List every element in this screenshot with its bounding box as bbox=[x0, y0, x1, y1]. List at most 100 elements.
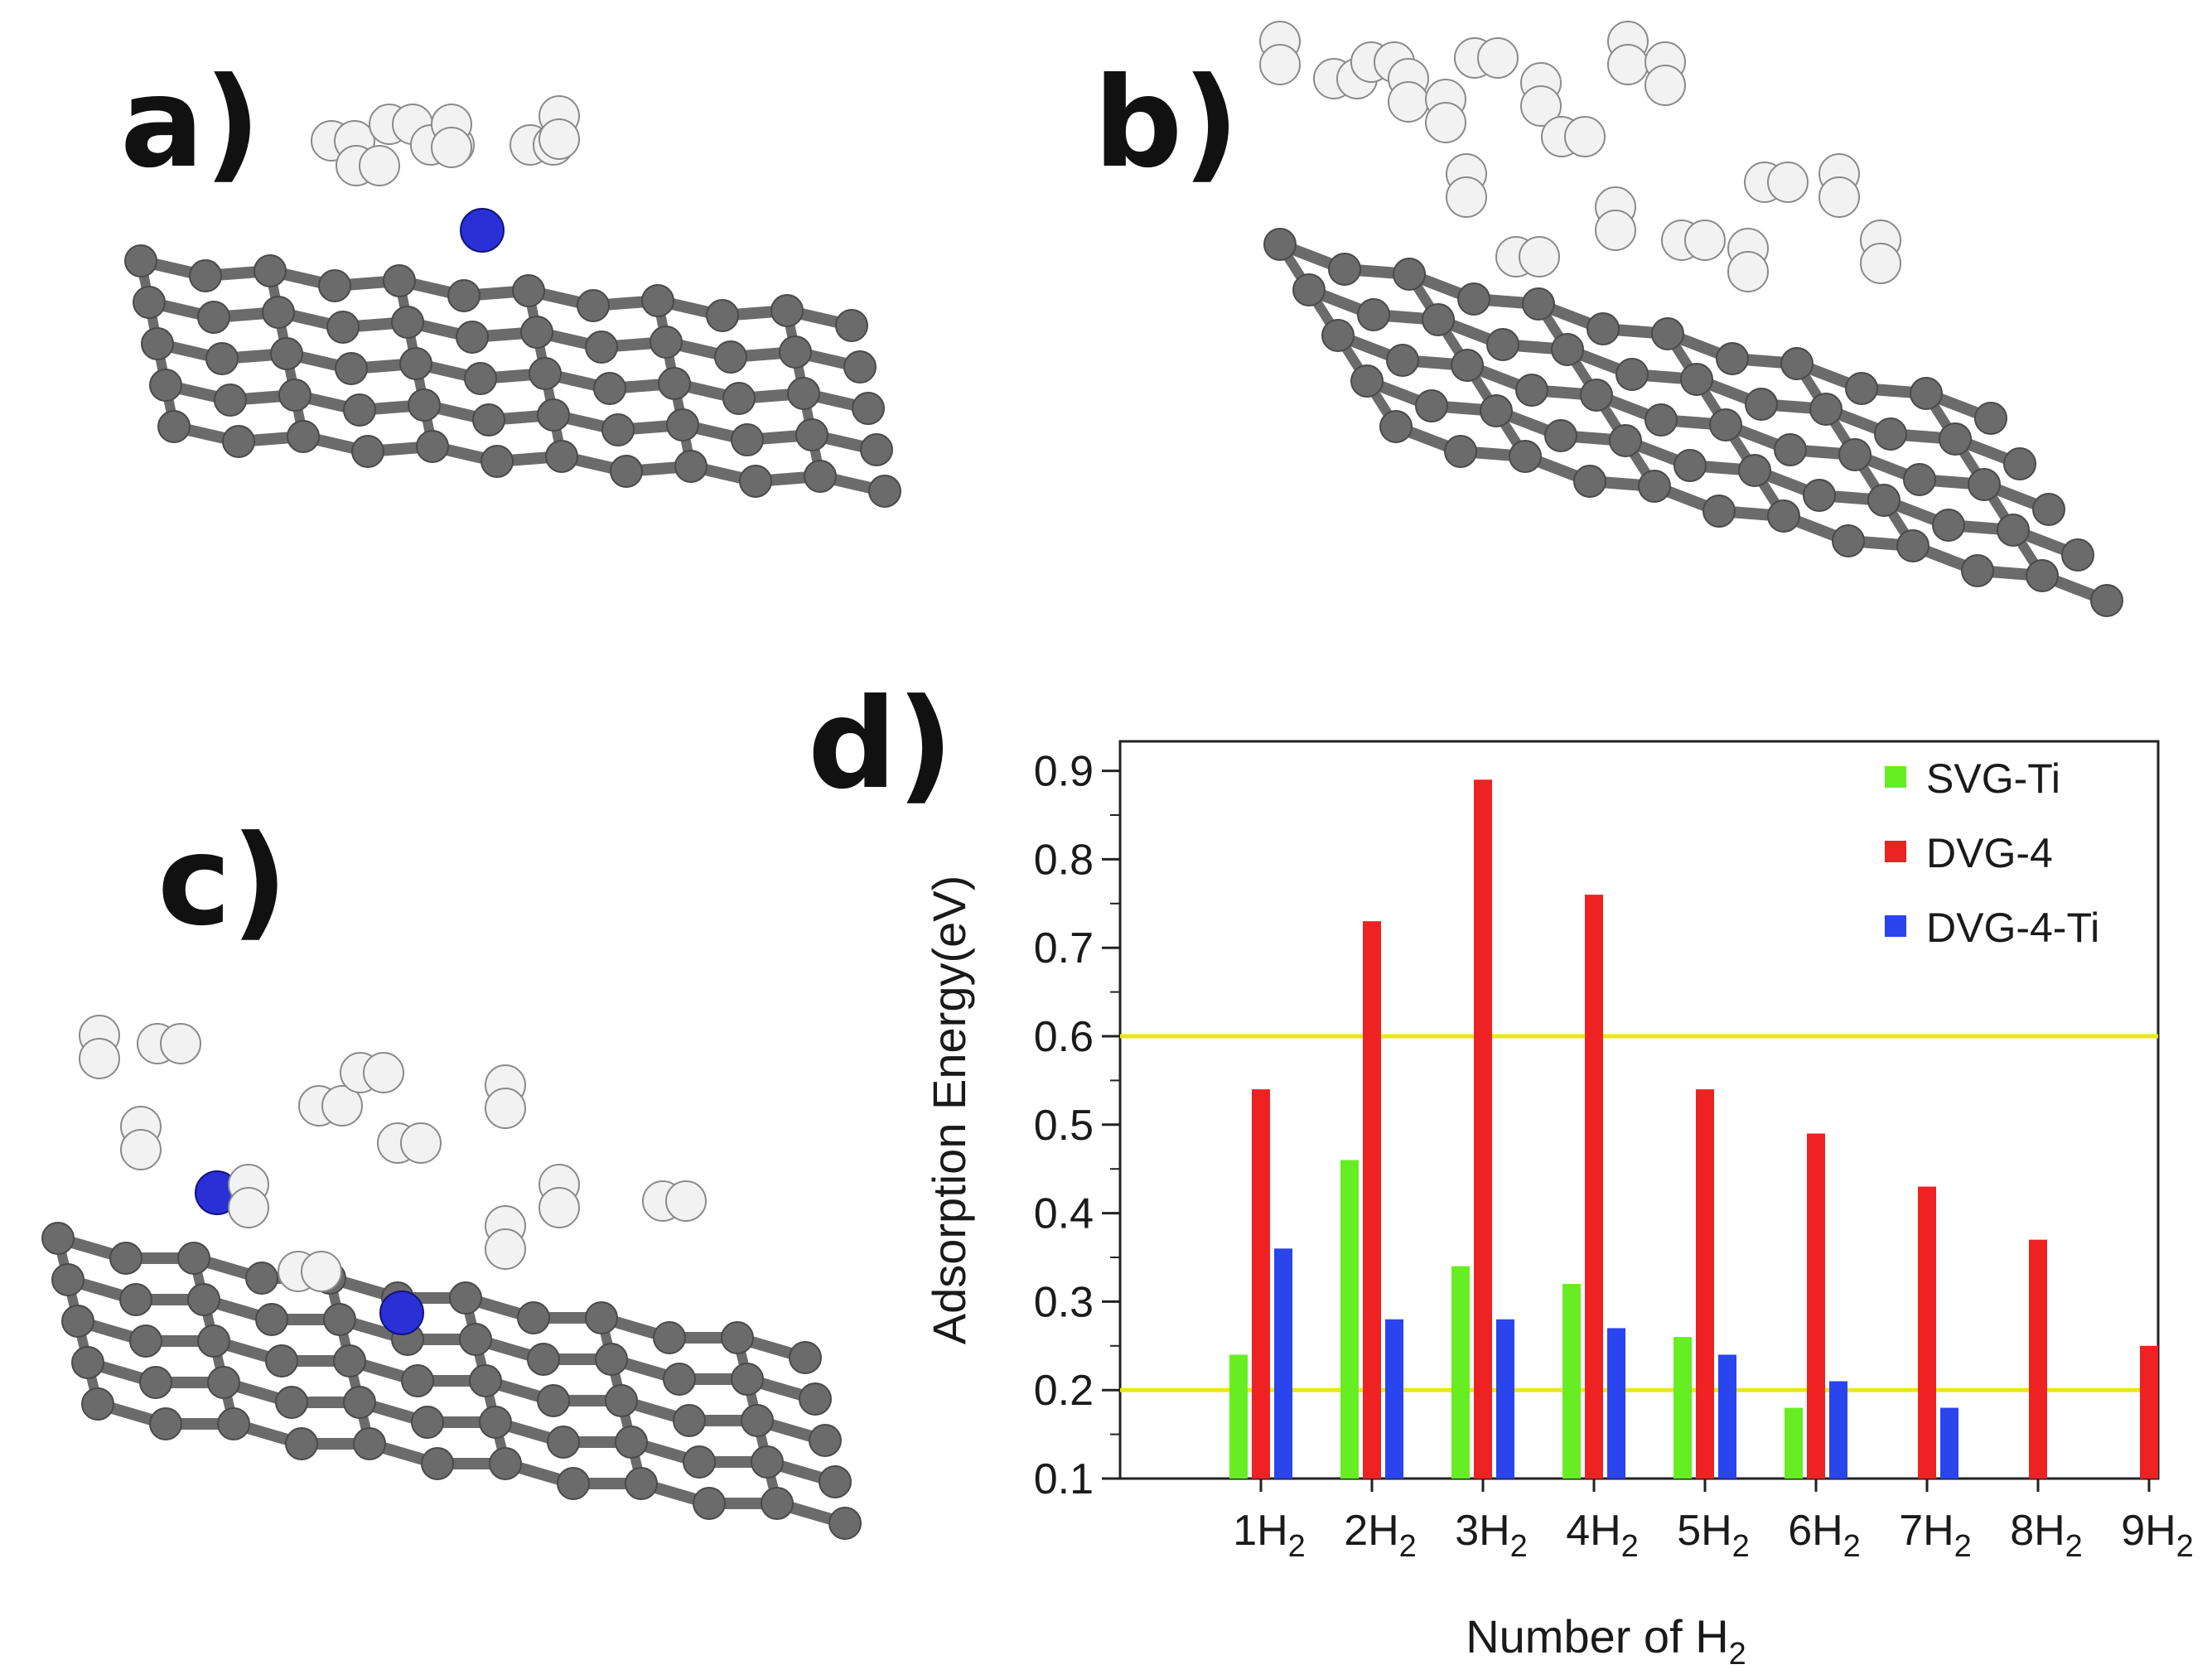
bar-dvg-4-ti bbox=[1607, 1328, 1625, 1479]
carbon-atom bbox=[693, 1487, 726, 1520]
carbon-atom bbox=[129, 1324, 162, 1358]
carbon-atom bbox=[537, 1384, 570, 1417]
panel-d-label: d) bbox=[808, 673, 954, 817]
hydrogen-atom bbox=[301, 1251, 342, 1292]
carbon-atom bbox=[610, 455, 643, 488]
y-tick-label: 0.4 bbox=[1034, 1190, 1094, 1238]
carbon-atom bbox=[318, 269, 351, 302]
hydrogen-atom bbox=[400, 1122, 442, 1164]
y-tick-label: 0.1 bbox=[1034, 1455, 1094, 1503]
x-tick-label-sub: 2 bbox=[1399, 1529, 1417, 1564]
hydrogen-atom bbox=[1595, 210, 1636, 251]
legend-swatch bbox=[1885, 915, 1906, 937]
carbon-atom bbox=[835, 309, 868, 342]
carbon-atom bbox=[205, 342, 239, 375]
carbon-atom bbox=[401, 1364, 434, 1397]
bar-dvg-4 bbox=[1363, 921, 1381, 1479]
carbon-atom bbox=[706, 299, 739, 332]
carbon-atom bbox=[1874, 417, 1907, 451]
carbon-atom bbox=[141, 327, 174, 360]
carbon-atom bbox=[481, 445, 514, 478]
bar-dvg-4 bbox=[2029, 1239, 2047, 1479]
x-axis-title: Number of H2 bbox=[1466, 1610, 1746, 1672]
carbon-atom bbox=[1838, 438, 1872, 471]
x-tick-label-main: 2H bbox=[1344, 1507, 1398, 1555]
bar-dvg-4-ti bbox=[1385, 1319, 1403, 1479]
carbon-atom bbox=[245, 1262, 278, 1295]
carbon-atom bbox=[81, 1387, 114, 1421]
structure-a-svg-ti bbox=[124, 95, 901, 508]
hydrogen-atom bbox=[1446, 176, 1487, 218]
hydrogen-atom bbox=[1607, 44, 1649, 85]
legend-swatch bbox=[1885, 766, 1906, 788]
bar-dvg-4 bbox=[2140, 1345, 2158, 1479]
carbon-atom bbox=[674, 450, 708, 483]
carbon-atom bbox=[222, 425, 255, 458]
carbon-atom bbox=[751, 1445, 784, 1479]
bar-dvg-4 bbox=[1252, 1089, 1270, 1479]
carbon-atom bbox=[421, 1447, 454, 1480]
carbon-atom bbox=[1767, 499, 1800, 533]
carbon-atom bbox=[41, 1222, 75, 1255]
hydrogen-atom bbox=[539, 118, 580, 160]
carbon-atom bbox=[741, 1404, 774, 1437]
carbon-atom bbox=[353, 1427, 386, 1460]
y-tick-label: 0.9 bbox=[1034, 748, 1094, 796]
carbon-atom bbox=[770, 294, 804, 327]
hydrogen-atom bbox=[359, 145, 400, 186]
structure-b-dvg-4 bbox=[1259, 21, 2123, 617]
hydrogen-atom bbox=[1860, 243, 1901, 284]
carbon-atom bbox=[133, 286, 166, 319]
carbon-atom bbox=[109, 1242, 142, 1275]
y-tick-label: 0.5 bbox=[1034, 1102, 1094, 1150]
carbon-atom bbox=[1580, 379, 1613, 412]
hydrogen-atom bbox=[485, 1228, 526, 1270]
bar-dvg-4-ti bbox=[1274, 1248, 1292, 1479]
carbon-atom bbox=[615, 1426, 648, 1459]
x-tick-label-sub: 2 bbox=[1621, 1529, 1639, 1564]
hydrogen-atom bbox=[1425, 102, 1466, 143]
x-tick-label: 2H2 bbox=[1344, 1507, 1417, 1564]
carbon-atom bbox=[1509, 440, 1542, 473]
carbon-atom bbox=[323, 1303, 356, 1336]
carbon-atom bbox=[722, 382, 756, 415]
carbon-atom bbox=[265, 1344, 298, 1377]
carbon-atom bbox=[577, 289, 610, 322]
carbon-atom bbox=[1609, 424, 1642, 457]
hydrogen-atom bbox=[79, 1038, 120, 1079]
carbon-atom bbox=[1867, 484, 1900, 517]
panel-c-label: c) bbox=[157, 809, 287, 953]
carbon-atom bbox=[1845, 372, 1878, 405]
carbon-atom bbox=[207, 1366, 240, 1399]
carbon-atom bbox=[787, 377, 820, 410]
y-tick-label: 0.3 bbox=[1034, 1278, 1094, 1326]
carbon-atom bbox=[2003, 447, 2036, 480]
carbon-atom bbox=[472, 403, 505, 437]
carbon-atom bbox=[1738, 454, 1771, 487]
carbon-atom bbox=[1809, 393, 1843, 426]
carbon-atom bbox=[714, 340, 747, 374]
carbon-atom bbox=[1616, 358, 1649, 391]
plot-frame bbox=[1118, 740, 2160, 1480]
carbon-atom bbox=[1422, 303, 1455, 336]
carbon-atom bbox=[739, 465, 772, 498]
hydrogen-atom bbox=[665, 1180, 707, 1222]
carbon-atom bbox=[187, 1283, 220, 1316]
carbon-atom bbox=[1645, 403, 1678, 437]
carbon-atom bbox=[1803, 479, 1836, 512]
carbon-atom bbox=[868, 475, 901, 508]
carbon-atom bbox=[1651, 317, 1684, 350]
carbon-atom bbox=[547, 1426, 580, 1459]
carbon-atom bbox=[1968, 468, 2001, 501]
carbon-atom bbox=[828, 1507, 862, 1540]
carbon-atom bbox=[1415, 389, 1448, 422]
chart-legend: SVG-Ti DVG-4 DVG-4-Ti bbox=[1885, 755, 2099, 951]
carbon-atom bbox=[408, 388, 441, 422]
x-tick-label: 3H2 bbox=[1455, 1507, 1528, 1564]
legend-swatch bbox=[1885, 841, 1906, 862]
hydrogen-atom bbox=[1684, 220, 1726, 261]
x-tick-label: 8H2 bbox=[2010, 1507, 2083, 1564]
legend-label: DVG-4 bbox=[1926, 830, 2053, 876]
bar-dvg-4 bbox=[1918, 1186, 1936, 1479]
carbon-atom bbox=[1544, 419, 1577, 452]
